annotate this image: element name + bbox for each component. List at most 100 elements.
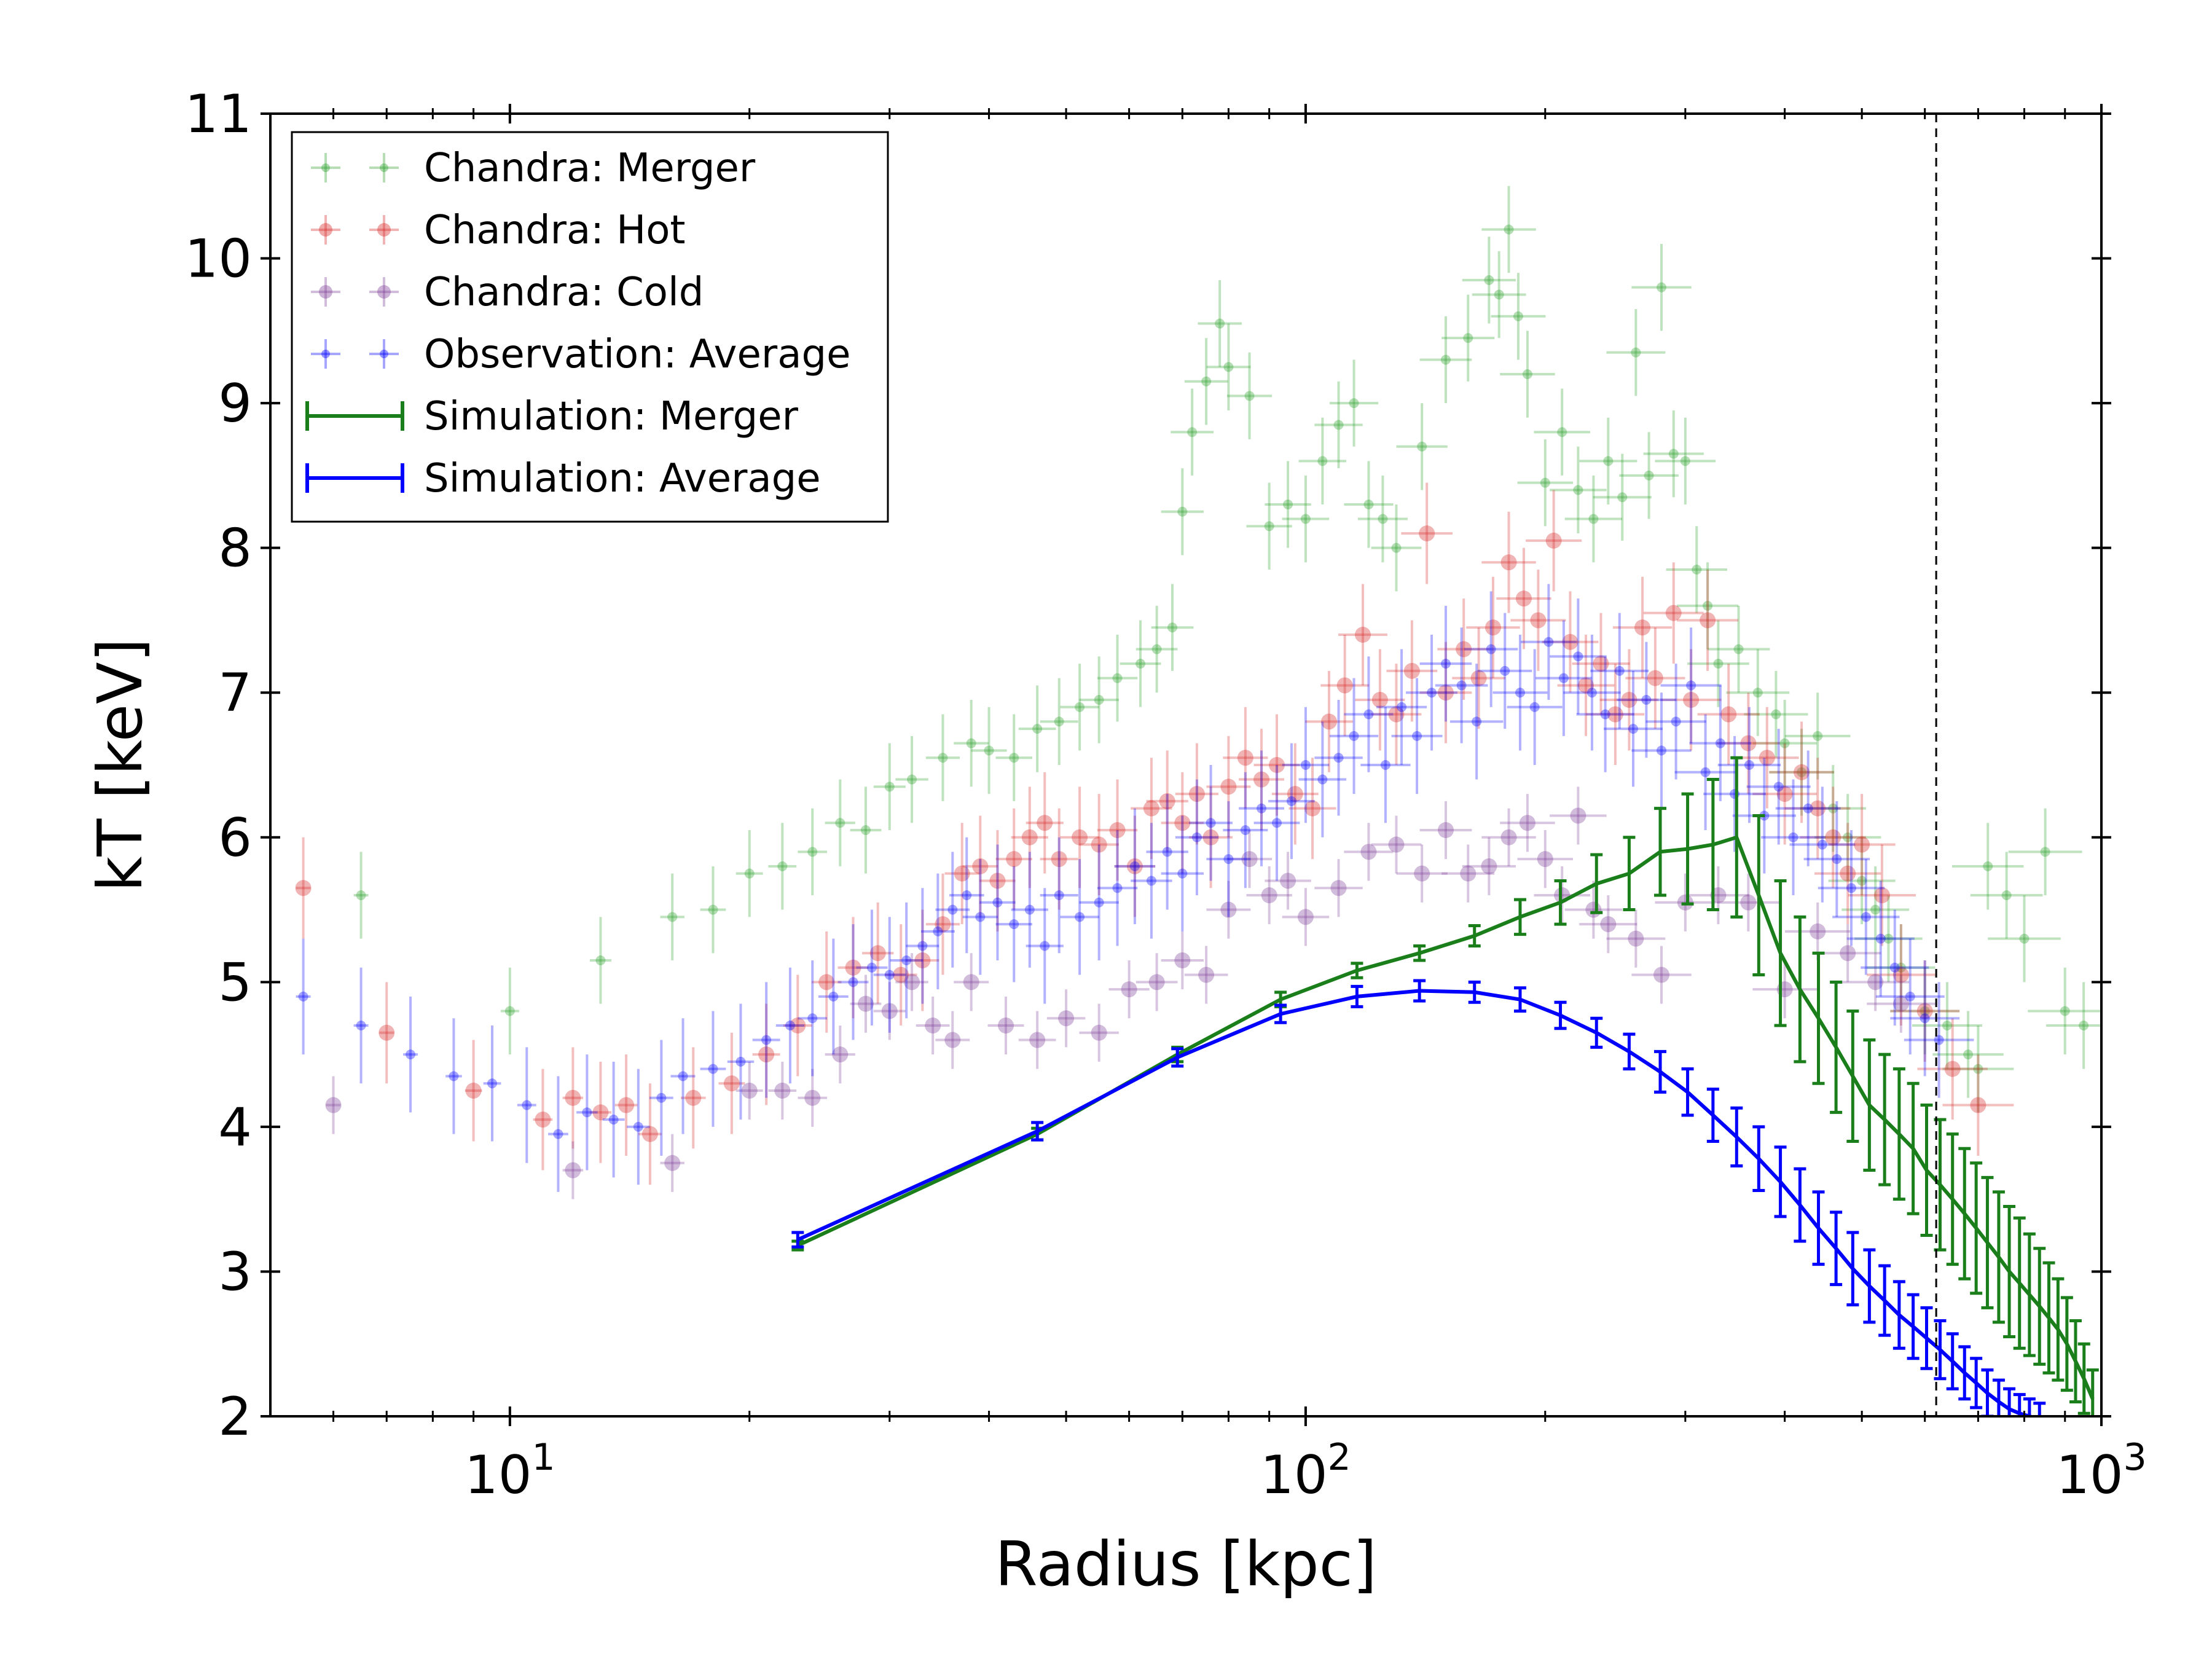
data-point [1892, 967, 1909, 983]
data-point [1472, 716, 1482, 727]
y-tick-label: 6 [218, 807, 252, 869]
data-point [893, 967, 909, 983]
data-point [1494, 289, 1504, 300]
data-point [1825, 829, 1841, 845]
data-point [1740, 735, 1757, 751]
data-point [1889, 962, 1900, 973]
data-point [406, 1049, 416, 1060]
data-point [1513, 311, 1523, 321]
data-point [1363, 500, 1374, 509]
data-point [708, 904, 718, 915]
data-point [1942, 1021, 1952, 1030]
data-point [866, 962, 877, 973]
legend-label: Chandra: Cold [424, 270, 704, 315]
data-point [1456, 641, 1472, 657]
data-point [972, 858, 989, 874]
data-point [1759, 750, 1775, 766]
data-point [1191, 832, 1202, 842]
data-point [1621, 692, 1637, 708]
data-point [1148, 974, 1165, 990]
data-point [1126, 858, 1143, 874]
data-point [1269, 757, 1285, 773]
data-point [1054, 716, 1064, 727]
data-point [758, 1046, 775, 1063]
data-point [828, 991, 839, 1002]
data-point [1963, 1049, 1974, 1060]
data-point [1484, 275, 1494, 285]
data-point [835, 818, 845, 828]
series-2 [325, 786, 1936, 1199]
data-point [1973, 1064, 1983, 1074]
data-point [1112, 883, 1123, 893]
data-point [1223, 854, 1234, 865]
data-point [1861, 912, 1871, 922]
data-point [582, 1107, 592, 1118]
data-point [954, 865, 970, 882]
y-tick-label: 10 [185, 229, 252, 290]
data-point [1440, 659, 1451, 669]
data-point [1380, 760, 1390, 770]
data-point [1414, 865, 1430, 882]
data-point [1417, 441, 1427, 452]
data-point [901, 955, 912, 965]
data-point [1283, 500, 1293, 509]
data-point [1054, 890, 1064, 900]
data-point [1021, 829, 1038, 845]
data-point [785, 1021, 795, 1030]
data-point [535, 1112, 551, 1128]
data-point [1653, 967, 1670, 983]
legend-item: Chandra: Hot [311, 208, 685, 253]
data-point [1146, 876, 1156, 886]
data-point [947, 904, 958, 915]
data-point [656, 1092, 667, 1103]
data-point [884, 970, 895, 980]
data-point [595, 955, 606, 965]
data-point [1330, 880, 1347, 896]
data-point [522, 1100, 532, 1110]
data-point [914, 952, 931, 968]
data-point [487, 1078, 498, 1089]
data-point [1094, 897, 1104, 908]
data-point [1188, 786, 1205, 802]
data-point [935, 916, 951, 933]
data-point [1703, 600, 1713, 611]
data-point [1300, 514, 1311, 524]
data-point [1744, 760, 1754, 770]
data-point [984, 745, 994, 756]
data-point [818, 974, 835, 990]
legend-label: Simulation: Merger [424, 394, 799, 439]
data-point [1628, 724, 1639, 734]
data-point [761, 1035, 772, 1045]
x-tick-label: 102 [1260, 1436, 1351, 1506]
data-point [1916, 1003, 1933, 1019]
data-point [465, 1083, 482, 1099]
data-point [1857, 876, 1867, 886]
data-point [1143, 800, 1159, 817]
data-point [1009, 919, 1019, 930]
data-point [790, 1018, 806, 1033]
data-point [1797, 767, 1807, 777]
y-axis-label: kT [keV] [84, 638, 156, 892]
data-point [565, 1089, 581, 1106]
data-point [1272, 818, 1282, 828]
data-point [1481, 858, 1497, 874]
data-point [449, 1071, 459, 1081]
legend-label: Simulation: Average [424, 456, 821, 501]
data-point [1051, 851, 1067, 868]
data-point [1167, 622, 1178, 633]
data-point [1198, 967, 1215, 983]
legend-item: Simulation: Merger [305, 394, 799, 439]
series-3 [296, 584, 1974, 1192]
data-point [1843, 832, 1853, 842]
data-point [1720, 706, 1737, 723]
data-point [1752, 688, 1763, 698]
data-point [1628, 930, 1644, 947]
data-point [1484, 619, 1501, 636]
data-point [804, 1089, 821, 1106]
data-point [1223, 362, 1234, 372]
data-point [1129, 861, 1140, 871]
data-point [1280, 873, 1296, 889]
data-point [1500, 829, 1517, 845]
data-point [1543, 637, 1554, 647]
data-point [1530, 612, 1547, 629]
